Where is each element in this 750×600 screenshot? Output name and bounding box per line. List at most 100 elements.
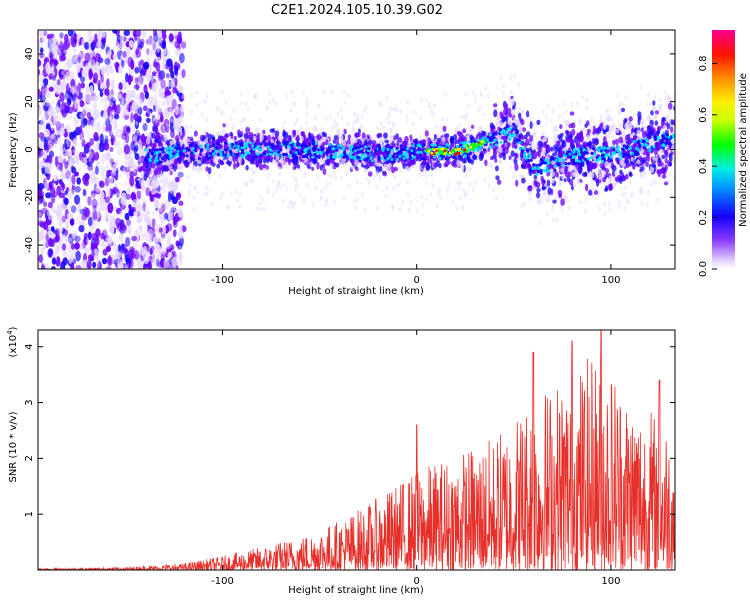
spectrogram-cell bbox=[166, 223, 173, 232]
spectrogram-cell bbox=[180, 41, 187, 49]
spectrogram-cell bbox=[75, 154, 80, 165]
spectrogram-cell bbox=[420, 157, 424, 161]
spectrogram-cell bbox=[309, 161, 313, 168]
spectrogram-cell bbox=[468, 182, 472, 187]
spectrogram-cell bbox=[48, 107, 52, 112]
spectrogram-cell bbox=[535, 151, 540, 157]
spectrogram-cell bbox=[70, 243, 75, 250]
spectrogram-cell bbox=[172, 190, 176, 196]
spectrogram-cell bbox=[38, 129, 41, 134]
spectrogram-cell bbox=[489, 122, 494, 130]
spectrogram-cell bbox=[630, 194, 633, 199]
spectrogram-cell bbox=[177, 171, 184, 178]
spectrogram-cell bbox=[39, 94, 46, 103]
spectrogram-cell bbox=[378, 166, 383, 173]
spectrogram-cell bbox=[92, 72, 98, 83]
spectrogram-cell bbox=[86, 111, 92, 119]
spectrogram-cell bbox=[163, 164, 167, 172]
spectrogram-cell bbox=[659, 148, 664, 154]
spectrogram-cell bbox=[64, 101, 71, 111]
spectrogram-cell bbox=[594, 127, 599, 133]
spectrogram-cell bbox=[490, 156, 494, 161]
spectrogram-cell bbox=[123, 144, 130, 155]
spectrogram-cell bbox=[468, 127, 473, 132]
spectrogram-cell bbox=[276, 184, 280, 189]
spectrogram-cell bbox=[179, 190, 183, 195]
spectrogram-cell bbox=[186, 174, 190, 180]
spectrogram-cell bbox=[95, 165, 99, 175]
spectrogram-cell bbox=[670, 126, 674, 133]
spectrogram-cell bbox=[397, 137, 403, 143]
spectrogram-cell bbox=[38, 123, 42, 131]
spectrogram-cell bbox=[663, 89, 667, 94]
spectrogram-cell bbox=[656, 129, 661, 135]
spectrogram-cell bbox=[639, 186, 643, 195]
spectrogram-cell bbox=[506, 142, 511, 147]
spectrogram-cell bbox=[172, 229, 177, 238]
spectrogram-cell bbox=[59, 143, 64, 153]
spectrogram-cell bbox=[91, 198, 98, 209]
spectrogram-cell bbox=[166, 58, 173, 67]
spectrogram-cell bbox=[56, 129, 60, 134]
spectrogram-cell bbox=[158, 227, 163, 233]
spectrogram-cell bbox=[467, 103, 471, 108]
spectrogram-cell bbox=[48, 214, 54, 221]
spectrogram-cell bbox=[137, 204, 144, 211]
spectrogram-cell bbox=[560, 167, 565, 173]
spectrogram-cell bbox=[618, 121, 621, 126]
spectrogram-cell bbox=[540, 131, 544, 137]
spectrogram-cell bbox=[554, 125, 558, 133]
spectrogram-cell bbox=[54, 245, 60, 256]
spectrogram-cell bbox=[92, 261, 97, 269]
spectrogram-cell bbox=[566, 200, 570, 205]
spectrogram-cell bbox=[114, 160, 118, 165]
spectrogram-cell bbox=[419, 135, 423, 140]
spectrogram-cell bbox=[333, 135, 339, 141]
spectrogram-cell bbox=[155, 191, 162, 200]
spectrogram-cell bbox=[307, 126, 311, 131]
spectrogram-cell bbox=[614, 138, 619, 145]
spectrogram-cell bbox=[487, 183, 491, 189]
spectrogram-cell bbox=[112, 30, 118, 34]
spectrogram-cell bbox=[545, 122, 548, 127]
spectrogram-cell bbox=[232, 162, 237, 170]
spectrogram-cell bbox=[493, 109, 498, 118]
spectrogram-cell bbox=[43, 150, 48, 160]
spectrogram-cell bbox=[89, 171, 93, 177]
spectrogram-cell bbox=[74, 242, 80, 250]
spectrogram-cell bbox=[279, 185, 283, 190]
spectrogram-cell bbox=[41, 91, 46, 101]
spectrogram-cell bbox=[496, 179, 502, 185]
spectrogram-cell bbox=[450, 142, 455, 148]
spectrogram-cell bbox=[166, 232, 171, 243]
spectrogram-cell bbox=[433, 134, 437, 140]
spectrogram-cell bbox=[142, 263, 148, 269]
spectrogram-cell bbox=[352, 137, 358, 144]
spectrogram-cell bbox=[343, 128, 347, 135]
spectrogram-cell bbox=[542, 137, 547, 143]
spectrogram-cell bbox=[379, 102, 383, 108]
spectrogram-cell bbox=[285, 187, 289, 192]
spectrogram-cell bbox=[339, 107, 343, 113]
spectrogram-cell bbox=[114, 134, 118, 139]
spectrogram-cell bbox=[148, 111, 152, 116]
spectrogram-cell bbox=[418, 173, 422, 178]
spectrogram-cell bbox=[528, 196, 532, 202]
spectrogram-cell bbox=[117, 65, 124, 74]
spectrogram-cell bbox=[101, 153, 105, 165]
spectrogram-cell bbox=[427, 101, 431, 106]
spectrogram-cell bbox=[61, 227, 66, 235]
spectrogram-cell bbox=[541, 109, 545, 114]
spectrogram-cell bbox=[665, 93, 669, 98]
spectrogram-cell bbox=[478, 153, 484, 162]
spectrogram-cell bbox=[333, 118, 337, 123]
spectrogram-cell bbox=[473, 180, 477, 186]
spectrogram-cell bbox=[79, 243, 85, 252]
spectrogram-cell bbox=[81, 264, 85, 269]
spectrogram-cell bbox=[281, 125, 285, 130]
spectrogram-cell bbox=[494, 157, 498, 163]
spectrogram-cell bbox=[205, 94, 209, 100]
spectrogram-cell bbox=[564, 119, 570, 127]
spectrogram-cell bbox=[459, 180, 463, 186]
spectrogram-cell bbox=[486, 93, 490, 99]
